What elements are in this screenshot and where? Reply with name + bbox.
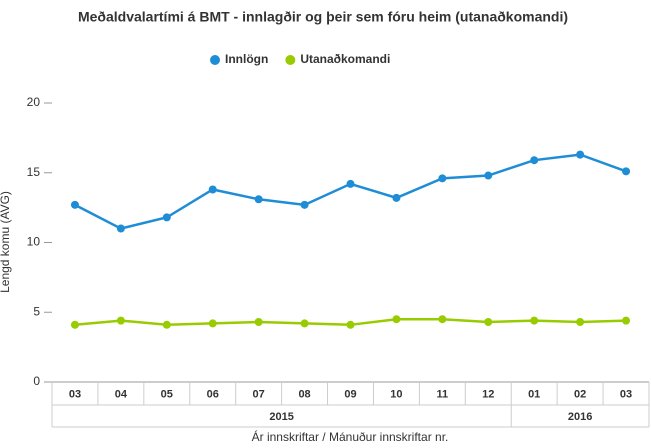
data-point [622,167,631,176]
x-tick-label: 07 [253,388,265,400]
x-tick-label: 11 [437,388,449,400]
y-tick-label: 0 [33,374,40,388]
legend-label: Utanaðkomandi [300,52,390,66]
data-point [622,316,631,325]
data-point [70,200,79,209]
y-tick-label: 20 [27,95,41,109]
x-tick-label: 03 [69,388,81,400]
legend-marker [285,55,296,65]
data-point [162,320,171,329]
x-tick-label: 09 [344,388,356,400]
data-point [116,224,125,233]
y-tick-label: 15 [27,165,41,179]
data-point [484,318,493,327]
data-point [576,150,585,159]
y-tick-label: 10 [27,235,41,249]
x-tick-label: 06 [207,388,219,400]
data-point [484,171,493,180]
data-point [300,319,309,328]
y-tick-label: 5 [33,304,40,318]
x-tick-label: 08 [298,388,310,400]
data-point [438,315,447,324]
y-axis-title: Lengd komu (AVG) [0,191,12,293]
x-tick-label: 05 [161,388,173,400]
x-tick-label: 12 [482,388,494,400]
data-point [346,179,355,188]
series-line [74,153,627,230]
data-point [70,320,79,329]
data-point [254,318,263,327]
data-point [530,316,539,325]
legend-label: Innlögn [225,52,268,66]
data-point [392,315,401,324]
data-point [300,200,309,209]
x-tick-label: 01 [528,388,540,400]
data-point [576,318,585,327]
x-axis-title: Ár innskriftar / Mánuður innskriftar nr. [252,429,449,444]
x-tick-label: 03 [620,388,632,400]
data-point [162,213,171,222]
legend-marker [210,55,220,65]
x-group-label: 2016 [568,411,592,423]
data-point [208,319,217,328]
data-point [346,320,355,329]
data-point [208,185,217,194]
data-point [530,156,539,165]
data-point [392,193,401,202]
x-tick-label: 10 [390,388,402,400]
data-point [116,316,125,325]
x-tick-label: 04 [115,388,128,400]
data-point [438,174,447,183]
x-group-label: 2015 [269,411,293,423]
x-tick-label: 02 [574,388,586,400]
data-point [254,195,263,204]
chart-title: Meðaldvalartími á BMT - innlagðir og þei… [78,9,568,25]
